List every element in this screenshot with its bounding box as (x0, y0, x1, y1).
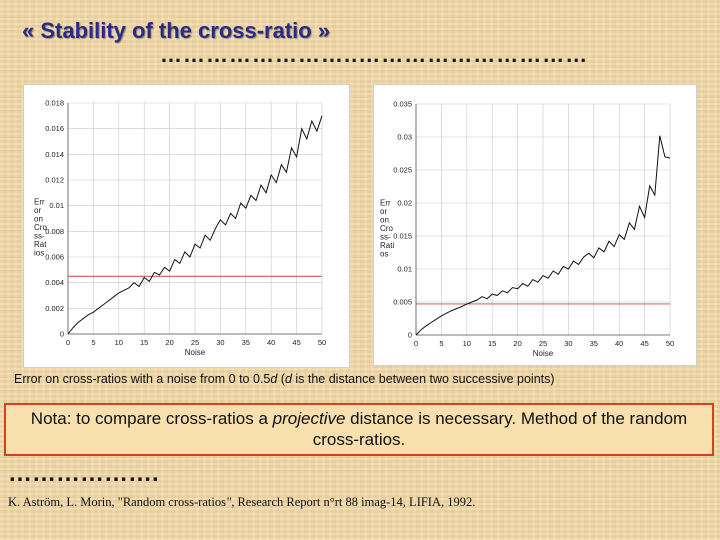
reference-quote: " (225, 495, 232, 509)
series-line (415, 135, 671, 336)
y-axis-title-line: Cro (380, 224, 393, 233)
y-tick-label: 0.004 (45, 278, 64, 287)
x-tick-label: 40 (615, 339, 623, 348)
series-line (67, 115, 323, 335)
y-axis-title-line: Err (34, 198, 45, 207)
x-tick-label: 25 (539, 339, 547, 348)
x-axis-title: Noise (533, 349, 554, 358)
chart-right: 0 0.005 0.01 0.015 0.02 0.025 0.03 0.035 0 5 10 15 2… (380, 100, 674, 359)
chart-left: 0 0.002 0.004 0.006 0.008 0.01 0.012 0.014 0.016… (34, 99, 326, 358)
y-axis-title-line: Err (380, 199, 391, 208)
y-tick-label: 0.01 (49, 201, 64, 210)
nota-text-after: distance is necessary. Method of the ran… (312, 409, 688, 449)
x-tick-label: 30 (564, 339, 572, 348)
dotted-separator-top: ……………………..………………………… (160, 42, 589, 67)
nota-box: Nota: to compare cross-ratios a projecti… (4, 403, 714, 456)
y-axis-title-line: ios (34, 249, 44, 258)
x-axis-title: Noise (185, 348, 206, 357)
x-tick-label: 10 (463, 339, 471, 348)
y-axis-title-line: on (380, 216, 389, 225)
y-tick-label: 0.016 (45, 124, 64, 133)
x-tick-label: 20 (513, 339, 521, 348)
y-tick-label: 0.002 (45, 304, 64, 313)
x-tick-label: 30 (216, 338, 224, 347)
x-tick-label: 45 (640, 339, 648, 348)
y-tick-label: 0 (408, 331, 412, 340)
x-tick-label: 5 (439, 339, 443, 348)
dotted-separator-bottom: ………………. (8, 460, 159, 487)
y-tick-label: 0.012 (45, 176, 64, 185)
y-tick-label: 0.018 (45, 99, 64, 108)
x-tick-label: 50 (318, 338, 326, 347)
y-tick-label: 0.015 (393, 232, 412, 241)
y-tick-label: 0.006 (45, 253, 64, 262)
x-tick-label: 10 (115, 338, 123, 347)
y-tick-label: 0.014 (45, 150, 64, 159)
y-tick-label: 0.035 (393, 100, 412, 109)
y-axis-title-line: Rat (34, 240, 47, 249)
y-tick-label: 0 (60, 330, 64, 339)
reference-citation: K. Aström, L. Morin, "Random cross-ratio… (8, 495, 475, 510)
figure-caption: Error on cross-ratios with a noise from … (14, 372, 714, 386)
caption-text-after: is the distance between two successive p… (291, 372, 555, 386)
y-axis-title-line: on (34, 215, 43, 224)
y-tick-label: 0.01 (397, 265, 412, 274)
slide-title: « Stability of the cross-ratio » (22, 18, 331, 43)
y-tick-label: 0.03 (397, 133, 412, 142)
caption-d-2: d (284, 372, 292, 386)
y-axis-title-line: os (380, 250, 388, 259)
x-tick-label: 40 (267, 338, 275, 347)
x-tick-label: 45 (292, 338, 300, 347)
nota-emphasis: projective (272, 409, 346, 428)
reference-text-after: , Research Report n°rt 88 imag-14, LIFIA… (231, 495, 476, 509)
nota-text-before: Nota: to compare cross-ratios a (30, 409, 273, 428)
x-tick-label: 35 (590, 339, 598, 348)
y-axis-title-line: Cro (34, 223, 47, 232)
x-tick-label: 0 (414, 339, 418, 348)
reference-text-before: K. Aström, L. Morin, "Random cross-ratio… (8, 495, 226, 509)
y-axis-title-line: ss- (34, 232, 45, 241)
x-tick-label: 20 (165, 338, 173, 347)
y-tick-label: 0.005 (393, 298, 412, 307)
x-tick-label: 15 (488, 339, 496, 348)
x-tick-label: 0 (66, 338, 70, 347)
chart-panel-right: 0 0.005 0.01 0.015 0.02 0.025 0.03 0.035 0 5 10 15 2… (373, 84, 697, 366)
y-axis-title-line: or (380, 207, 387, 216)
x-tick-label: 15 (140, 338, 148, 347)
y-axis-title-line: Rati (380, 241, 394, 250)
y-axis-title-line: or (34, 206, 41, 215)
caption-text-middle: ( (277, 372, 285, 386)
caption-text-before: Error on cross-ratios with a noise from … (14, 372, 271, 386)
y-tick-label: 0.02 (397, 199, 412, 208)
y-tick-label: 0.025 (393, 166, 412, 175)
x-tick-label: 25 (191, 338, 199, 347)
caption-d-1: d (270, 372, 278, 386)
y-tick-label: 0.008 (45, 227, 64, 236)
y-axis-title-line: ss- (380, 233, 391, 242)
chart-panel-left: 0 0.002 0.004 0.006 0.008 0.01 0.012 0.014 0.016… (23, 84, 350, 368)
x-tick-label: 5 (91, 338, 95, 347)
x-tick-label: 35 (242, 338, 250, 347)
x-tick-label: 50 (666, 339, 674, 348)
